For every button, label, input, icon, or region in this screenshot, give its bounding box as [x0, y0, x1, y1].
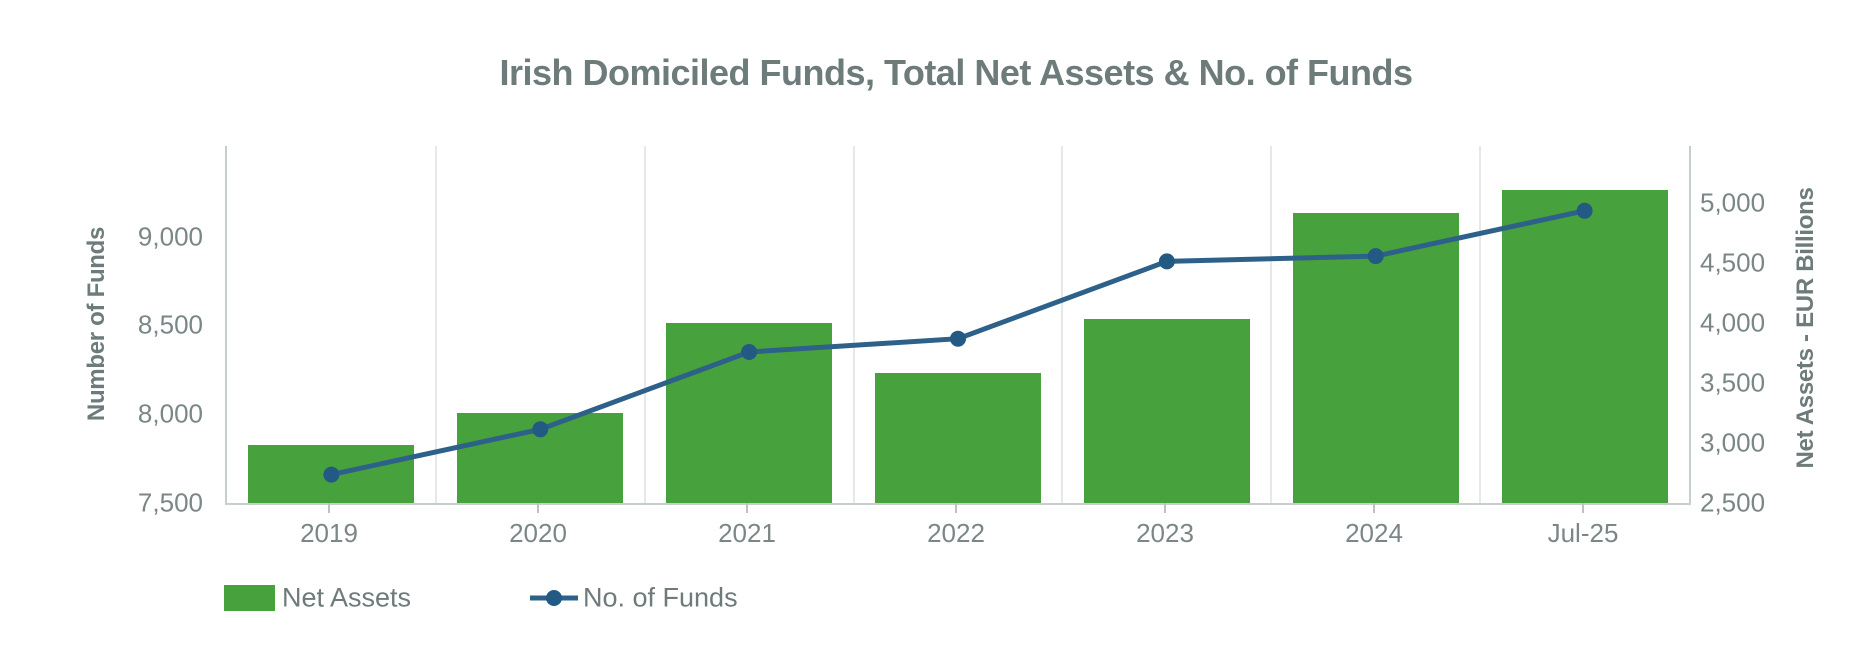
vertical-gridline — [1061, 146, 1064, 503]
left-axis-tick-7500: 7,500 — [137, 487, 203, 518]
net-assets-bar-Jul-25 — [1501, 189, 1668, 503]
no-of-funds-point-2024 — [1367, 248, 1384, 265]
right-axis-tick-4500: 4,500 — [1700, 247, 1766, 278]
right-axis-title: Net Assets - EUR Billions — [1792, 187, 1819, 469]
vertical-gridline — [1270, 146, 1273, 503]
x-axis-tickmark-2019 — [328, 503, 330, 513]
x-axis-tickmark-2021 — [746, 503, 748, 513]
x-axis-label-Jul-25: Jul-25 — [1547, 518, 1619, 548]
no-of-funds-point-2023 — [1158, 253, 1175, 270]
left-axis-title: Number of Funds — [83, 226, 110, 422]
legend-dot-icon — [546, 590, 562, 606]
x-axis-label-2023: 2023 — [1136, 518, 1194, 548]
vertical-gridline — [1479, 146, 1482, 503]
plot-area — [225, 146, 1691, 505]
x-axis-tickmark-2020 — [537, 503, 539, 513]
right-axis-tick-3500: 3,500 — [1700, 367, 1766, 398]
right-axis-tick-4000: 4,000 — [1700, 307, 1766, 338]
net-assets-bar-2023 — [1083, 319, 1250, 503]
chart-title: Irish Domiciled Funds, Total Net Assets … — [499, 52, 1413, 93]
no-of-funds-legend-label: No. of Funds — [583, 582, 738, 613]
no-of-funds-legend-marker-icon — [530, 590, 578, 606]
no-of-funds-point-2022 — [950, 330, 966, 347]
vertical-gridline — [643, 146, 646, 503]
x-axis-label-2020: 2020 — [509, 518, 567, 548]
no-of-funds-point-2019 — [323, 466, 340, 483]
x-axis-label-2021: 2021 — [718, 518, 776, 548]
net-assets-legend-label: Net Assets — [282, 582, 412, 613]
x-axis-label-2024: 2024 — [1345, 518, 1403, 548]
vertical-gridline — [852, 146, 855, 503]
net-assets-legend-swatch — [224, 585, 275, 611]
x-axis-tickmark-Jul-25 — [1582, 503, 1584, 513]
x-axis-tickmark-2022 — [955, 503, 957, 513]
no-of-funds-point-2021 — [741, 344, 758, 360]
vertical-gridline — [434, 146, 437, 503]
x-axis-tickmark-2024 — [1373, 503, 1375, 513]
x-axis-label-2022: 2022 — [927, 518, 985, 548]
left-axis-tick-9000: 9,000 — [137, 221, 203, 252]
no-of-funds-line-layer — [323, 202, 1593, 483]
left-axis-tick-8500: 8,500 — [137, 309, 203, 340]
no-of-funds-point-Jul-25 — [1576, 202, 1593, 219]
right-axis-tick-5000: 5,000 — [1700, 187, 1766, 218]
x-axis-label-2019: 2019 — [300, 518, 358, 548]
net-assets-bar-2022 — [875, 373, 1041, 503]
x-axis-tickmark-2023 — [1164, 503, 1166, 513]
right-axis-tick-3000: 3,000 — [1700, 427, 1766, 458]
right-axis-tick-2500: 2,500 — [1700, 487, 1766, 518]
left-axis-tick-8000: 8,000 — [137, 398, 203, 429]
no-of-funds-point-2020 — [532, 421, 549, 438]
